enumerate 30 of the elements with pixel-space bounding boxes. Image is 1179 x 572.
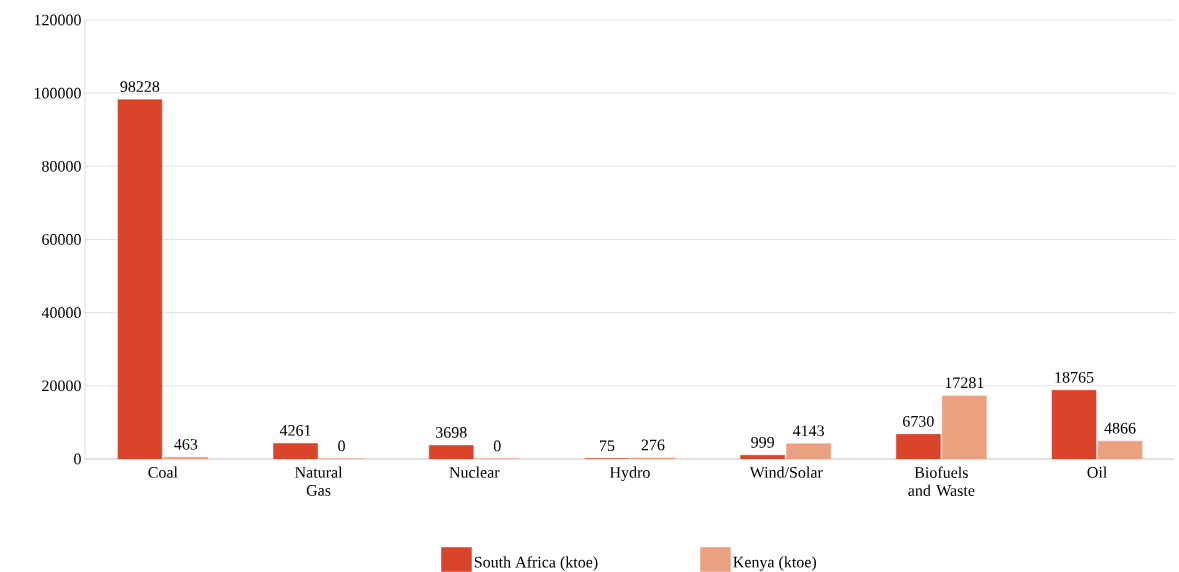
data-label: 98228: [120, 81, 160, 93]
data-label: 4143: [792, 425, 825, 437]
x-tick-label: Biofuels and Waste: [908, 466, 975, 497]
x-tick-label: Oil: [1087, 466, 1107, 478]
legend-label: South Africa (ktoe): [474, 556, 598, 571]
x-tick-label: Coal: [148, 466, 178, 478]
x-tick-label: Hydro: [609, 466, 650, 482]
data-label: 18765: [1055, 371, 1094, 383]
data-label: 75: [600, 440, 615, 452]
data-label: 0: [338, 440, 345, 452]
x-tick-label: Nuclear: [449, 466, 500, 478]
data-label: 276: [641, 439, 665, 451]
y-tick-label: 120000: [34, 14, 81, 26]
y-tick-label: 100000: [34, 87, 81, 99]
y-tick-label: 20000: [42, 380, 81, 392]
data-label: 4866: [1104, 422, 1136, 434]
data-label: 4261: [279, 425, 311, 436]
y-tick-label: 60000: [42, 234, 81, 245]
data-label: 17281: [945, 377, 984, 389]
x-tick-label: Natural Gas: [295, 466, 343, 496]
y-tick-label: 80000: [42, 160, 81, 172]
data-label: 6730: [903, 415, 934, 427]
y-tick-label: 0: [74, 453, 81, 465]
data-label: 999: [751, 436, 774, 448]
y-tick-label: 40000: [41, 307, 81, 319]
x-tick-label: Wind/Solar: [749, 466, 823, 478]
legend-label: Kenya (ktoe): [733, 556, 817, 571]
data-label: 463: [174, 438, 198, 450]
data-label: 0: [493, 440, 501, 452]
data-label: 3698: [436, 427, 467, 438]
